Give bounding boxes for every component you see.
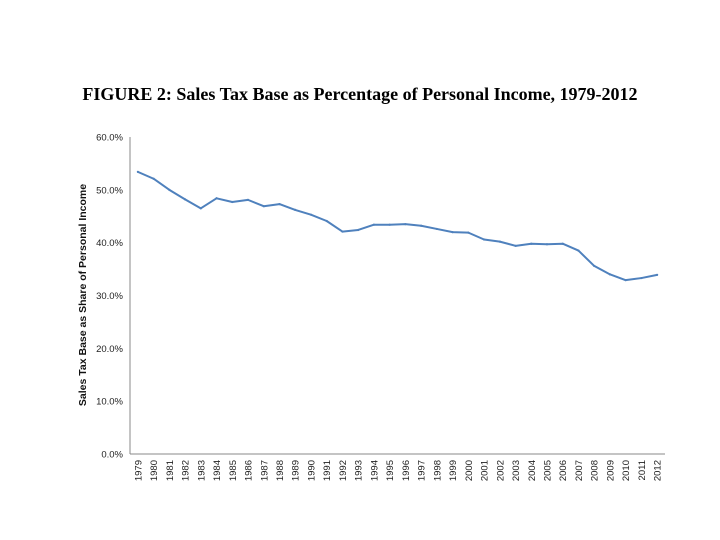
data-point xyxy=(215,197,218,200)
x-tick-label: 1982 xyxy=(181,460,192,481)
data-point xyxy=(530,242,533,245)
series-line xyxy=(137,170,658,282)
y-tick-labels: 0.0% 10.0% 20.0% 30.0% 40.0% 50.0% 60.0% xyxy=(96,133,123,461)
x-tick-label: 2001 xyxy=(480,460,491,481)
y-tick-label: 20.0% xyxy=(96,344,123,355)
x-tick-label: 1988 xyxy=(275,460,286,481)
x-tick-label: 1990 xyxy=(306,460,317,481)
data-point xyxy=(372,223,375,226)
y-tick-label: 40.0% xyxy=(96,238,123,249)
x-tick-label: 2011 xyxy=(637,460,648,480)
data-point xyxy=(309,213,313,216)
data-point xyxy=(388,223,391,226)
y-axis-label: Sales Tax Base as Share of Personal Inco… xyxy=(77,184,89,406)
data-point xyxy=(152,177,155,180)
data-point xyxy=(404,223,407,226)
x-tick-label: 1987 xyxy=(259,460,270,481)
data-point xyxy=(577,249,580,252)
data-point xyxy=(482,238,486,241)
x-tick-label: 2009 xyxy=(605,460,616,481)
data-point xyxy=(624,279,627,282)
x-tick-label: 1997 xyxy=(417,460,428,481)
data-point xyxy=(183,198,187,201)
x-tick-label: 2012 xyxy=(653,460,664,481)
y-tick-label: 60.0% xyxy=(96,133,123,144)
data-point xyxy=(467,231,470,234)
x-tick-label: 1999 xyxy=(448,460,459,481)
data-point xyxy=(498,240,501,243)
data-point xyxy=(136,170,139,173)
x-tick-label: 2003 xyxy=(511,460,522,481)
data-point xyxy=(199,207,202,210)
x-tick-label: 1993 xyxy=(354,460,365,481)
data-point xyxy=(420,224,423,227)
x-tick-label: 1983 xyxy=(196,460,207,481)
data-point xyxy=(357,228,360,232)
data-point xyxy=(514,244,517,247)
data-point xyxy=(656,273,659,276)
x-tick-label: 1981 xyxy=(165,460,176,481)
data-point xyxy=(451,231,454,234)
data-point xyxy=(278,202,281,206)
x-tick-label: 1998 xyxy=(432,460,443,481)
data-point xyxy=(168,188,171,191)
y-tick-label: 50.0% xyxy=(96,185,123,196)
x-tick-label: 2000 xyxy=(464,460,475,481)
x-tick-label: 2004 xyxy=(527,460,538,481)
series-layer xyxy=(136,170,659,282)
data-point xyxy=(608,273,612,276)
data-point xyxy=(561,242,564,245)
x-tick-labels: 1979 1980 1981 1982 1983 1984 1985 1986 1987 1988… xyxy=(133,460,663,481)
x-tick-label: 2006 xyxy=(558,460,569,481)
x-tick-label: 1979 xyxy=(133,460,144,481)
data-point xyxy=(294,208,297,212)
x-tick-label: 1995 xyxy=(385,460,396,481)
x-tick-label: 2002 xyxy=(495,460,506,481)
data-point xyxy=(325,219,328,223)
x-tick-label: 1991 xyxy=(322,460,333,481)
x-tick-label: 1980 xyxy=(149,460,160,481)
x-tick-label: 1984 xyxy=(212,460,223,481)
data-point xyxy=(545,243,549,246)
x-tick-label: 1986 xyxy=(244,460,255,481)
x-tick-label: 1985 xyxy=(228,460,239,481)
x-tick-label: 2008 xyxy=(590,460,601,481)
data-point xyxy=(246,198,250,201)
y-tick-label: 10.0% xyxy=(96,397,123,408)
y-tick-label: 30.0% xyxy=(96,291,123,302)
data-point xyxy=(262,205,265,208)
data-point xyxy=(231,200,234,204)
data-point xyxy=(435,227,438,231)
data-point xyxy=(640,276,643,280)
x-tick-label: 1992 xyxy=(338,460,349,481)
x-tick-label: 1989 xyxy=(291,460,302,481)
x-tick-label: 2010 xyxy=(621,460,632,481)
y-tick-label: 0.0% xyxy=(101,450,123,461)
chart-title: FIGURE 2: Sales Tax Base as Percentage o… xyxy=(82,84,638,104)
x-tick-label: 1994 xyxy=(369,460,380,481)
data-point xyxy=(593,264,596,268)
x-tick-label: 1996 xyxy=(401,460,412,481)
x-tick-label: 2005 xyxy=(542,460,553,481)
x-tick-label: 2007 xyxy=(574,460,585,481)
data-point xyxy=(341,230,344,233)
